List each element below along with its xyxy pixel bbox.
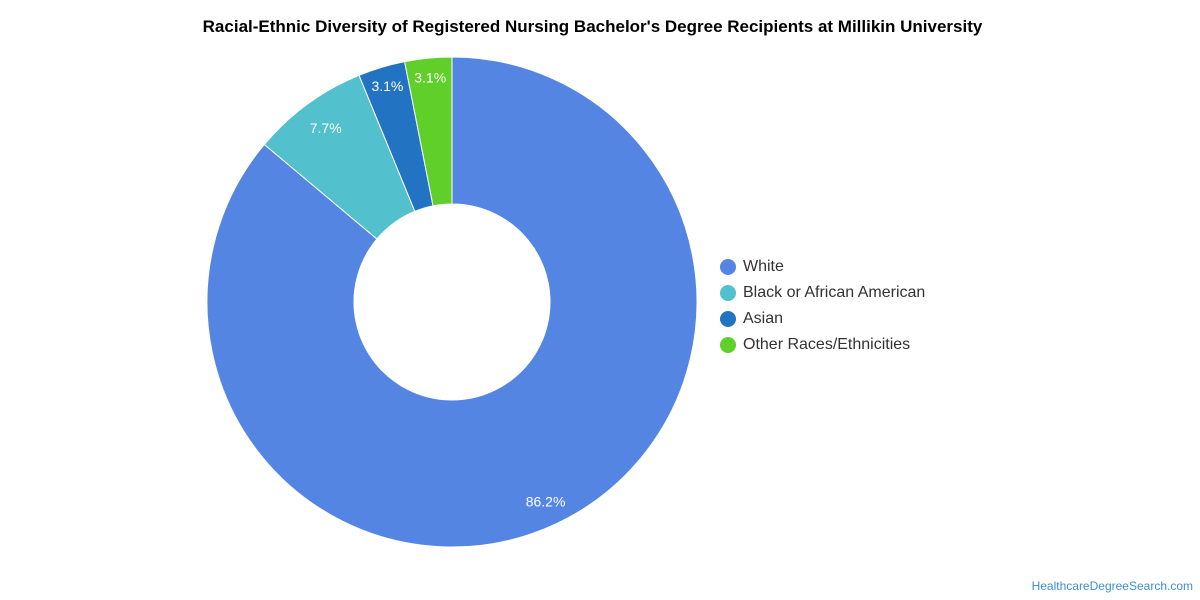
legend-swatch: [720, 337, 736, 353]
slice-value-label: 86.2%: [526, 493, 566, 509]
legend-label: Asian: [743, 310, 784, 327]
legend-swatch: [720, 311, 736, 327]
legend-item-asian[interactable]: Asian: [720, 306, 925, 332]
slice-value-label: 7.7%: [310, 120, 342, 136]
legend-label: Black or African American: [743, 284, 926, 301]
legend: White Black or African American Asian Ot…: [720, 254, 925, 358]
donut-slice-white[interactable]: [206, 56, 698, 548]
legend-swatch: [720, 259, 736, 275]
legend-swatch: [720, 285, 736, 301]
legend-item-white[interactable]: White: [720, 254, 925, 280]
donut-slice-other-races-ethnicities[interactable]: [404, 56, 453, 207]
chart-title: Racial-Ethnic Diversity of Registered Nu…: [202, 17, 983, 36]
legend-item-black-or-african-american[interactable]: Black or African American: [720, 280, 925, 306]
slice-value-label: 3.1%: [414, 69, 446, 85]
legend-item-other-races[interactable]: Other Races/Ethnicities: [720, 332, 925, 358]
source-link[interactable]: HealthcareDegreeSearch.com: [1031, 579, 1193, 593]
legend-label: Other Races/Ethnicities: [743, 336, 911, 353]
slice-value-label: 3.1%: [371, 78, 403, 94]
legend-label: White: [743, 258, 784, 275]
